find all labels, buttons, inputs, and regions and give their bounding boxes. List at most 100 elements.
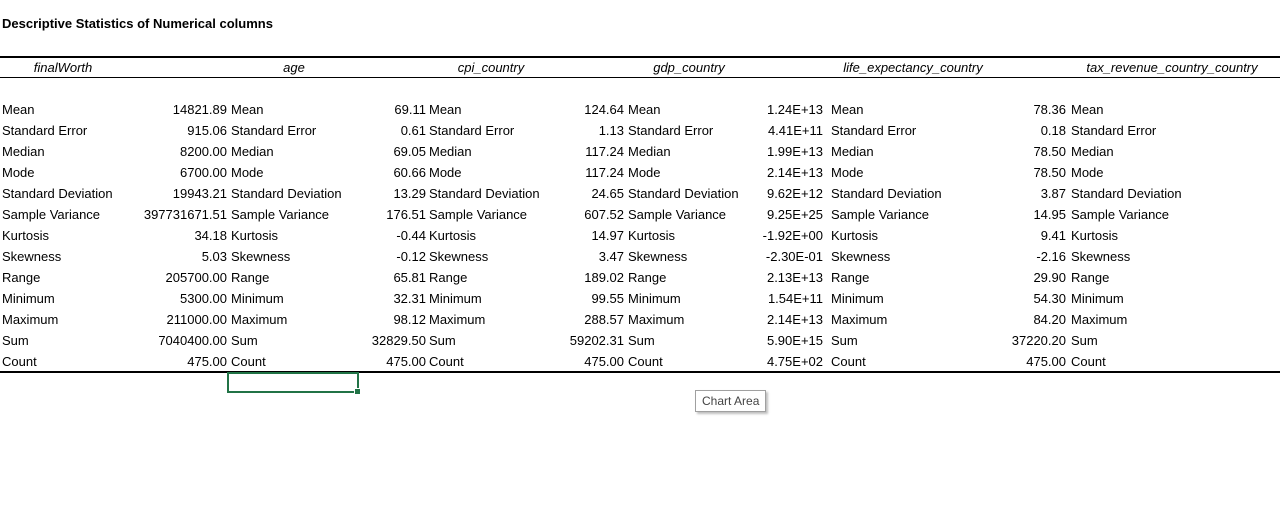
stat-value[interactable]: -0.12: [396, 249, 426, 264]
stat-value[interactable]: 13.29: [393, 186, 426, 201]
stat-label[interactable]: Count: [831, 354, 866, 369]
stat-value[interactable]: 915.06: [187, 123, 227, 138]
stat-label[interactable]: Maximum: [628, 312, 685, 327]
selected-cell-outline[interactable]: [227, 372, 361, 395]
stat-label[interactable]: Maximum: [2, 312, 59, 327]
stat-value[interactable]: 9.25E+25: [766, 207, 823, 222]
stat-label[interactable]: Minimum: [2, 291, 55, 306]
stat-label[interactable]: Sample Variance: [429, 207, 528, 222]
stat-label[interactable]: Standard Deviation: [429, 186, 540, 201]
stat-label[interactable]: Median: [231, 144, 274, 159]
stat-label[interactable]: Minimum: [231, 291, 284, 306]
stat-label[interactable]: Maximum: [1071, 312, 1128, 327]
stat-value[interactable]: 1.54E+11: [767, 291, 823, 306]
stat-value[interactable]: 2.14E+13: [766, 312, 823, 327]
stat-label[interactable]: Skewness: [2, 249, 62, 264]
stat-value[interactable]: 98.12: [393, 312, 426, 327]
stat-label[interactable]: Standard Deviation: [628, 186, 739, 201]
stat-value[interactable]: 124.64: [584, 102, 624, 117]
stat-value[interactable]: 4.41E+11: [767, 123, 823, 138]
stat-value[interactable]: -2.16: [1036, 249, 1066, 264]
stat-value[interactable]: 5300.00: [180, 291, 227, 306]
stat-value[interactable]: 69.05: [393, 144, 426, 159]
stat-label[interactable]: Sum: [231, 333, 258, 348]
stat-value[interactable]: 475.00: [584, 354, 624, 369]
stat-value[interactable]: 69.11: [394, 102, 426, 117]
stat-value[interactable]: -0.44: [396, 228, 426, 243]
stat-label[interactable]: Median: [1071, 144, 1114, 159]
stat-value[interactable]: 5.90E+15: [766, 333, 823, 348]
stat-value[interactable]: 397731671.51: [143, 207, 227, 222]
stat-label[interactable]: Standard Deviation: [1071, 186, 1182, 201]
stat-value[interactable]: 1.13: [598, 123, 624, 138]
stat-value[interactable]: 84.20: [1033, 312, 1066, 327]
stat-label[interactable]: Maximum: [231, 312, 288, 327]
stat-value[interactable]: 3.87: [1040, 186, 1066, 201]
stat-label[interactable]: Mode: [429, 165, 462, 180]
stat-label[interactable]: Skewness: [831, 249, 891, 264]
stat-value[interactable]: 78.50: [1033, 165, 1066, 180]
stat-label[interactable]: Sum: [831, 333, 858, 348]
stat-value[interactable]: 14821.89: [172, 102, 227, 117]
stat-label[interactable]: Sum: [1071, 333, 1098, 348]
stat-value[interactable]: 117.24: [585, 165, 624, 180]
stat-label[interactable]: Maximum: [429, 312, 486, 327]
stat-value[interactable]: 34.18: [194, 228, 227, 243]
column-header-1[interactable]: age: [283, 60, 305, 75]
stat-label[interactable]: Kurtosis: [628, 228, 675, 243]
stat-label[interactable]: Skewness: [429, 249, 489, 264]
stat-label[interactable]: Median: [429, 144, 472, 159]
stat-value[interactable]: 14.95: [1033, 207, 1066, 222]
stat-value[interactable]: 29.90: [1033, 270, 1066, 285]
stat-value[interactable]: 99.55: [591, 291, 624, 306]
column-header-3[interactable]: gdp_country: [653, 60, 725, 75]
stat-value[interactable]: 37220.20: [1011, 333, 1066, 348]
stat-value[interactable]: 6700.00: [180, 165, 227, 180]
stat-label[interactable]: Mode: [1071, 165, 1104, 180]
stat-label[interactable]: Mode: [831, 165, 864, 180]
stat-label[interactable]: Minimum: [1071, 291, 1124, 306]
stat-label[interactable]: Standard Error: [628, 123, 714, 138]
stat-value[interactable]: 1.24E+13: [766, 102, 823, 117]
stat-label[interactable]: Standard Deviation: [2, 186, 113, 201]
stat-value[interactable]: 475.00: [386, 354, 426, 369]
stat-value[interactable]: 7040400.00: [158, 333, 227, 348]
stat-label[interactable]: Skewness: [1071, 249, 1131, 264]
stat-value[interactable]: 60.66: [393, 165, 426, 180]
stat-value[interactable]: 211000.00: [166, 312, 228, 327]
stat-label[interactable]: Count: [2, 354, 37, 369]
stat-value[interactable]: 2.13E+13: [766, 270, 823, 285]
stat-label[interactable]: Mode: [231, 165, 264, 180]
stat-label[interactable]: Range: [2, 270, 41, 285]
stat-label[interactable]: Sum: [628, 333, 655, 348]
stat-value[interactable]: 4.75E+02: [766, 354, 823, 369]
stat-label[interactable]: Kurtosis: [429, 228, 476, 243]
stat-label[interactable]: Kurtosis: [831, 228, 878, 243]
stat-value[interactable]: 9.41: [1040, 228, 1066, 243]
stat-label[interactable]: Mean: [429, 102, 462, 117]
stat-label[interactable]: Mean: [831, 102, 864, 117]
stat-label[interactable]: Count: [1071, 354, 1106, 369]
stat-label[interactable]: Standard Error: [831, 123, 917, 138]
stat-label[interactable]: Median: [831, 144, 874, 159]
stat-value[interactable]: 9.62E+12: [766, 186, 823, 201]
stat-label[interactable]: Mode: [2, 165, 35, 180]
stat-label[interactable]: Standard Error: [2, 123, 88, 138]
stat-value[interactable]: 1.99E+13: [766, 144, 823, 159]
column-header-2[interactable]: cpi_country: [457, 60, 525, 75]
stat-label[interactable]: Range: [831, 270, 870, 285]
stat-value[interactable]: 475.00: [1026, 354, 1066, 369]
stat-label[interactable]: Standard Error: [429, 123, 515, 138]
stat-label[interactable]: Minimum: [831, 291, 884, 306]
stat-label[interactable]: Range: [1071, 270, 1110, 285]
stat-value[interactable]: 0.18: [1040, 123, 1066, 138]
stat-value[interactable]: 8200.00: [180, 144, 227, 159]
stat-label[interactable]: Skewness: [628, 249, 688, 264]
stat-label[interactable]: Mean: [231, 102, 264, 117]
stat-label[interactable]: Kurtosis: [1071, 228, 1118, 243]
stat-value[interactable]: 54.30: [1033, 291, 1066, 306]
stat-label[interactable]: Median: [2, 144, 45, 159]
stat-label[interactable]: Sum: [2, 333, 29, 348]
stat-value[interactable]: 607.52: [584, 207, 624, 222]
stat-label[interactable]: Range: [231, 270, 270, 285]
